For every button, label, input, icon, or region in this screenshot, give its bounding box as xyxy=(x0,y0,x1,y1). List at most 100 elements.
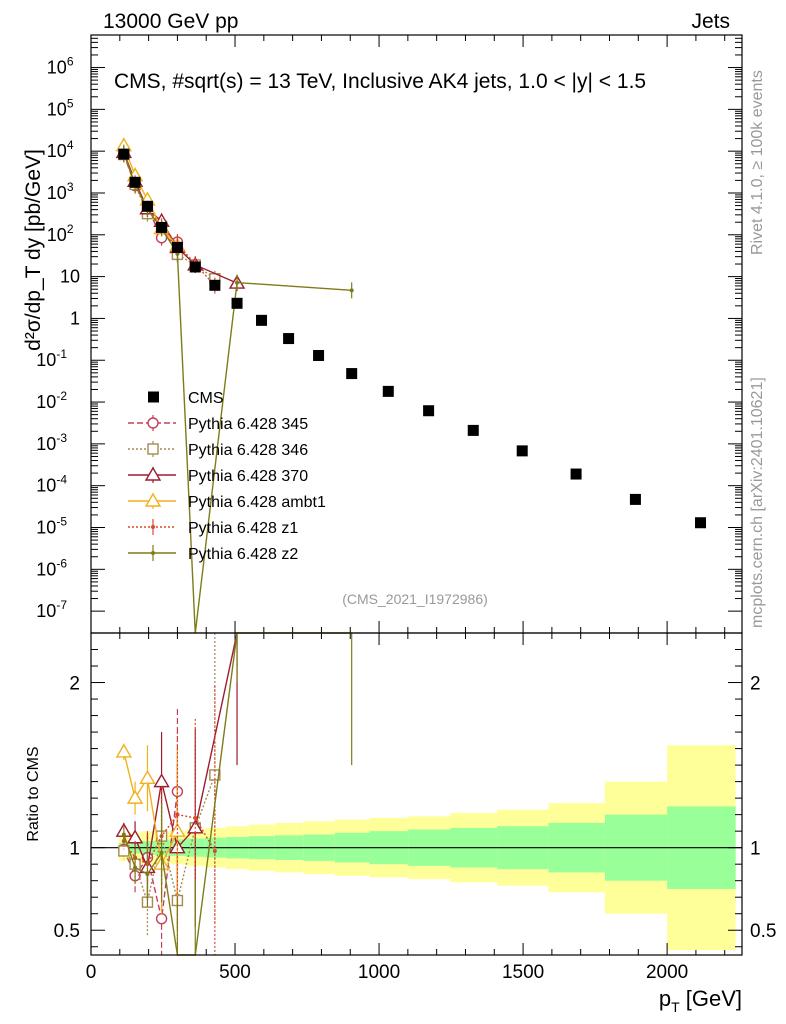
y-tick-exponent: -6 xyxy=(56,556,67,570)
ratio-mc-point xyxy=(121,832,126,837)
legend-label: Pythia 6.428 346 xyxy=(188,442,308,459)
cms-data-point xyxy=(141,200,153,212)
ratio-plot: 0 500 1000 1500 2000 0.5 0.5 1 1 2 2 Ratio to CMS xyxy=(25,632,776,983)
cms-data-point xyxy=(283,333,295,345)
cms-data-point xyxy=(189,261,201,273)
y-tick-label: 10-3 xyxy=(36,431,67,454)
cms-data-point xyxy=(695,517,707,529)
cms-data-point xyxy=(171,241,183,253)
ratio-tick-label: 0.5 xyxy=(54,921,80,942)
header-left: 13000 GeV pp xyxy=(103,10,238,33)
ratio-plot-frame xyxy=(90,632,743,956)
ratio-tick-label-right: 1 xyxy=(750,839,761,860)
y-tick-label: 10-5 xyxy=(36,515,67,538)
x-tick-label: 500 xyxy=(219,962,251,983)
ratio-mc-point xyxy=(145,872,150,877)
x-tick-label: 2000 xyxy=(646,962,688,983)
cms-data-point xyxy=(382,385,394,397)
y-tick-label: 105 xyxy=(47,96,74,119)
ratio-mc-point xyxy=(118,845,130,857)
main-plot: 10610510410310210110-110-210-310-410-510… xyxy=(22,34,743,955)
cms-data-point xyxy=(156,221,168,233)
y-tick-exponent: -3 xyxy=(56,431,67,445)
side-text-top: Rivet 4.1.0, ≥ 100k events xyxy=(749,70,766,255)
ratio-plot-marks xyxy=(91,632,742,956)
ratio-tick-label: 1 xyxy=(69,839,80,860)
legend-marker xyxy=(151,551,155,555)
y-tick-label: 10-6 xyxy=(36,556,67,579)
ratio-mc-point xyxy=(193,815,198,820)
y-tick-label: 10-2 xyxy=(36,389,67,412)
mc-line xyxy=(123,152,352,634)
y-tick-exponent: -5 xyxy=(56,515,67,529)
main-plot-axes: 10610510410310210110-110-210-310-410-510… xyxy=(36,34,742,955)
ratio-mc-point xyxy=(212,848,217,853)
cms-data-point xyxy=(570,468,582,480)
cms-data-point xyxy=(516,445,528,457)
x-axis-label: pT [GeV] xyxy=(659,986,742,1015)
legend: CMS Pythia 6.428 345 Pythia 6.428 346 Pythi… xyxy=(128,390,326,563)
cms-data-point xyxy=(467,424,479,436)
x-tick-label: 1500 xyxy=(502,962,544,983)
y-tick-exponent: 5 xyxy=(67,96,74,110)
main-plot-marks xyxy=(115,137,707,634)
ratio-mc-point xyxy=(175,812,180,817)
main-plot-frame xyxy=(90,34,743,634)
cms-data-point xyxy=(129,176,141,188)
x-axis-label-part: T xyxy=(671,999,680,1015)
ratio-tick-label: 2 xyxy=(69,674,80,695)
mc-line xyxy=(123,152,238,284)
y-tick-label: 103 xyxy=(47,180,74,203)
ratio-mc-point xyxy=(115,743,133,758)
x-axis-label-part: p xyxy=(659,986,671,1011)
ratio-plot-axes: 0 500 1000 1500 2000 0.5 0.5 1 1 2 2 xyxy=(54,649,776,983)
cms-data-point xyxy=(209,279,221,291)
header-right: Jets xyxy=(691,10,730,33)
cms-data-point xyxy=(118,148,130,160)
y-tick-label: 104 xyxy=(47,138,74,161)
y-tick-exponent: -1 xyxy=(56,347,67,361)
ratio-mc-point xyxy=(139,769,156,785)
y-tick-label: 102 xyxy=(47,222,74,245)
mc-point xyxy=(349,288,354,293)
y-tick-exponent: 2 xyxy=(67,222,74,236)
ratio-tick-label-right: 0.5 xyxy=(750,921,776,942)
ratio-mc-point xyxy=(155,912,168,925)
x-axis-label-part: [GeV] xyxy=(680,986,742,1011)
legend-label: CMS xyxy=(188,390,224,407)
legend-marker xyxy=(147,417,159,429)
legend-marker xyxy=(144,492,162,507)
x-tick-label: 1000 xyxy=(358,962,400,983)
cms-data-point xyxy=(423,405,435,417)
legend-marker xyxy=(144,466,162,481)
y-tick-label: 10-4 xyxy=(36,473,67,496)
y-tick-label: 10 xyxy=(60,267,80,287)
legend-label: Pythia 6.428 z2 xyxy=(188,546,298,563)
y-tick-exponent: 4 xyxy=(67,138,74,152)
mc-point xyxy=(235,280,240,285)
side-text-bottom: mcplots.cern.ch [arXiv:2401.10621] xyxy=(749,377,766,628)
x-tick-label: 0 xyxy=(86,962,97,983)
analysis-id: (CMS_2021_I1972986) xyxy=(342,591,488,607)
cms-data-point xyxy=(313,349,325,361)
ratio-y-label: Ratio to CMS xyxy=(25,746,42,841)
y-axis-label: d²σ/dp_T dy [pb/GeV] xyxy=(22,149,45,351)
cms-data-point xyxy=(256,314,268,326)
ratio-mc-point xyxy=(159,850,164,855)
legend-marker xyxy=(151,525,155,529)
cms-data-point xyxy=(629,493,641,505)
y-tick-exponent: -4 xyxy=(56,473,67,487)
legend-marker xyxy=(147,443,159,455)
cms-data-point xyxy=(346,368,358,380)
legend-label: Pythia 6.428 ambt1 xyxy=(188,494,326,511)
y-tick-exponent: -2 xyxy=(56,389,67,403)
y-tick-exponent: 3 xyxy=(67,180,74,194)
ratio-tick-label-right: 2 xyxy=(750,674,761,695)
plot-title: CMS, #sqrt(s) = 13 TeV, Inclusive AK4 je… xyxy=(114,70,646,93)
ratio-mc-point xyxy=(133,865,138,870)
y-tick-label: 106 xyxy=(47,55,74,78)
y-tick-exponent: -7 xyxy=(56,598,67,612)
legend-label: Pythia 6.428 z1 xyxy=(188,520,298,537)
cms-data-point xyxy=(231,297,243,309)
